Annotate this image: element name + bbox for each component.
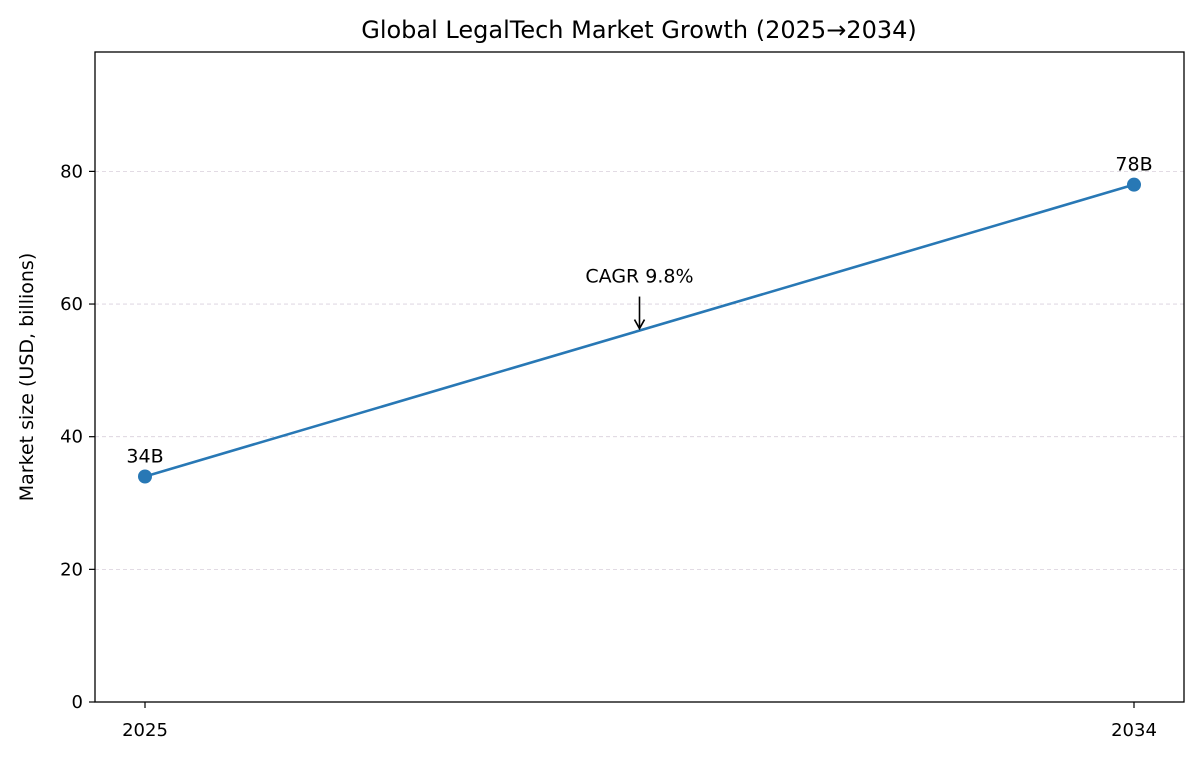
chart-title: Global LegalTech Market Growth (2025→203…	[361, 16, 917, 44]
grid	[95, 170, 1184, 570]
x-tick-labels: 2025 2034	[122, 702, 1157, 741]
y-tick-labels: 0 20 40 60 80	[60, 161, 95, 713]
series-line	[144, 183, 1135, 478]
x-tick-label: 2034	[1111, 720, 1157, 741]
y-tick-label: 40	[60, 427, 83, 448]
data-label: 78B	[1115, 154, 1152, 176]
data-point	[1127, 177, 1141, 192]
x-tick-label: 2025	[122, 720, 168, 741]
y-tick-label: 60	[60, 294, 83, 315]
y-axis-label: Market size (USD, billions)	[16, 253, 38, 501]
plot-frame	[94, 51, 1185, 703]
annotation-text: CAGR 9.8%	[585, 266, 693, 288]
data-label: 34B	[126, 445, 163, 467]
annotation-arrowhead	[633, 319, 646, 331]
series: 34B 78B	[126, 154, 1153, 484]
y-tick-label: 20	[60, 559, 83, 580]
y-tick-label: 0	[72, 692, 83, 713]
data-point	[138, 469, 152, 484]
annotation: CAGR 9.8%	[585, 266, 694, 331]
y-tick-label: 80	[60, 161, 83, 182]
